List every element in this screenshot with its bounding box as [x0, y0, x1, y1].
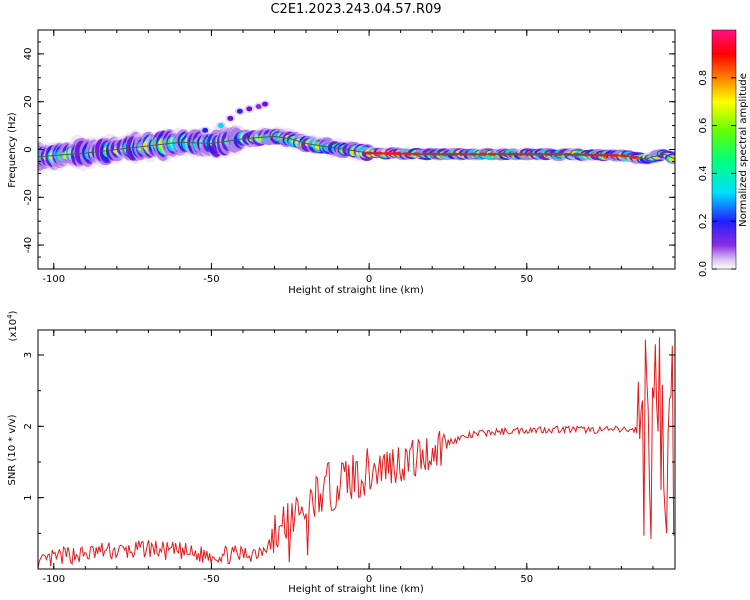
- snr-xtick-label: 0: [366, 574, 372, 585]
- spectrogram-xtick-label: -100: [42, 274, 65, 285]
- colorbar-tick-label: 0.8: [698, 70, 709, 86]
- spectrogram-xtick-label: -50: [203, 274, 219, 285]
- colorbar-tick-label: 0.2: [698, 213, 709, 229]
- spectrogram-xtick-label: 0: [366, 274, 372, 285]
- spectrogram-cell: [227, 115, 234, 121]
- spectrogram-heatmap: [38, 100, 675, 176]
- snr-series-line: [38, 337, 675, 569]
- snr-ytick-label: 1: [23, 494, 34, 500]
- spectrogram-xtick-label: 50: [520, 274, 533, 285]
- colorbar-gradient: [711, 29, 737, 270]
- snr-ytick-label: 3: [23, 352, 34, 358]
- colorbar-tick-label: 0.6: [698, 118, 709, 134]
- snr-xtick-label: 50: [520, 574, 533, 585]
- spectrogram-axes: -100 -50 0 50 -40 -20 0 20 40: [23, 29, 675, 285]
- snr-frame: [37, 329, 676, 570]
- snr-xtick-label: -50: [203, 574, 219, 585]
- colorbar-tick-label: 0.0: [698, 261, 709, 277]
- snr-xtick-label: -100: [42, 574, 65, 585]
- spectrogram-ytick-label: 0: [23, 146, 34, 152]
- spectrogram-cell: [246, 106, 253, 112]
- colorbar: 0.0 0.2 0.4 0.6 0.8 Normalized spectral ampl…: [698, 29, 749, 277]
- snr-ytick-label: 2: [23, 423, 34, 429]
- spectrogram-ytick-label: 40: [23, 48, 34, 61]
- spectrogram-ytick-label: 20: [23, 95, 34, 108]
- snr-axes: -100 -50 0 50 1 2 3: [23, 330, 675, 585]
- spectrogram-cell: [262, 101, 269, 107]
- spectrogram-ytick-label: -40: [23, 237, 34, 253]
- colorbar-label: Normalized spectral amplitude: [738, 73, 749, 227]
- figure-title: C2E1.2023.243.04.57.R09: [270, 2, 441, 17]
- snr-xlabel: Height of straight line (km): [288, 584, 424, 595]
- snr-ylabel: SNR (10 * v/v): [7, 414, 18, 485]
- snr-panel: -100 -50 0 50 1 2 3 Height of straight line (k…: [6, 310, 676, 595]
- spectrogram-xlabel: Height of straight line (km): [288, 285, 424, 296]
- spectrogram-cell: [202, 127, 209, 133]
- spectrogram-ytick-label: -20: [23, 189, 34, 205]
- snr-multiplier-label: (x104): [6, 310, 19, 341]
- spectrogram-cell: [255, 103, 262, 109]
- colorbar-tick-label: 0.4: [698, 165, 709, 181]
- spectrogram-ridge-line: [38, 135, 675, 160]
- spectrogram-cell: [217, 123, 224, 129]
- spectrogram-cell: [236, 108, 243, 114]
- colorbar-ticks: 0.0 0.2 0.4 0.6 0.8: [698, 70, 736, 277]
- spectrogram-panel: -100 -50 0 50 -40 -20 0 20 40 Height of straight…: [7, 29, 676, 296]
- spectrogram-ylabel: Frequency (Hz): [7, 112, 18, 188]
